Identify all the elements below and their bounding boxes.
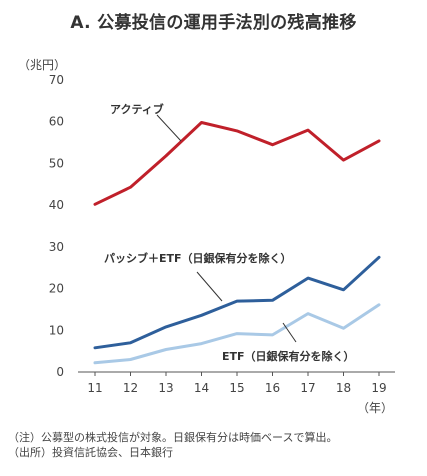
chart-title: A. 公募投信の運用手法別の残高推移	[70, 13, 357, 33]
x-axis-unit: （年）	[357, 401, 394, 415]
y-tick-label: 0	[56, 365, 64, 379]
series-line-1	[93, 255, 381, 350]
y-tick-label: 40	[49, 198, 64, 212]
y-tick-label: 20	[49, 282, 64, 296]
x-tick-label: 13	[158, 381, 173, 395]
x-tick-label: 18	[336, 381, 351, 395]
series-label-1: パッシブ＋ETF（日銀保有分を除く）	[104, 251, 292, 265]
y-tick-label: 60	[49, 115, 64, 129]
series-line-0	[93, 121, 381, 206]
label-leader-line	[282, 322, 297, 343]
x-tick-label: 11	[87, 381, 102, 395]
series-line-2	[93, 303, 381, 365]
x-tick-label: 14	[194, 381, 209, 395]
x-tick-label: 15	[229, 381, 244, 395]
y-tick-label: 30	[49, 240, 64, 254]
label-leader-line	[196, 271, 223, 302]
series-label-2: ETF（日銀保有分を除く）	[222, 349, 355, 363]
y-axis-unit: （兆円）	[18, 58, 67, 72]
label-leader-line	[156, 114, 182, 142]
y-tick-label: 10	[49, 323, 64, 337]
x-tick-label: 19	[371, 381, 386, 395]
footnotes: （注）公募型の株式投信が対象。日銀保有分は時価ベースで算出。 （出所）投資信託協…	[8, 430, 337, 460]
x-tick-label: 17	[300, 381, 315, 395]
x-tick-label: 12	[123, 381, 138, 395]
note-line: （注）公募型の株式投信が対象。日銀保有分は時価ベースで算出。	[8, 431, 338, 444]
series-label-0: アクティブ	[110, 102, 164, 116]
x-tick-label: 16	[265, 381, 280, 395]
y-tick-label: 50	[49, 156, 64, 170]
y-tick-label: 70	[49, 73, 64, 87]
source-line: （出所）投資信託協会、日本銀行	[8, 446, 173, 459]
